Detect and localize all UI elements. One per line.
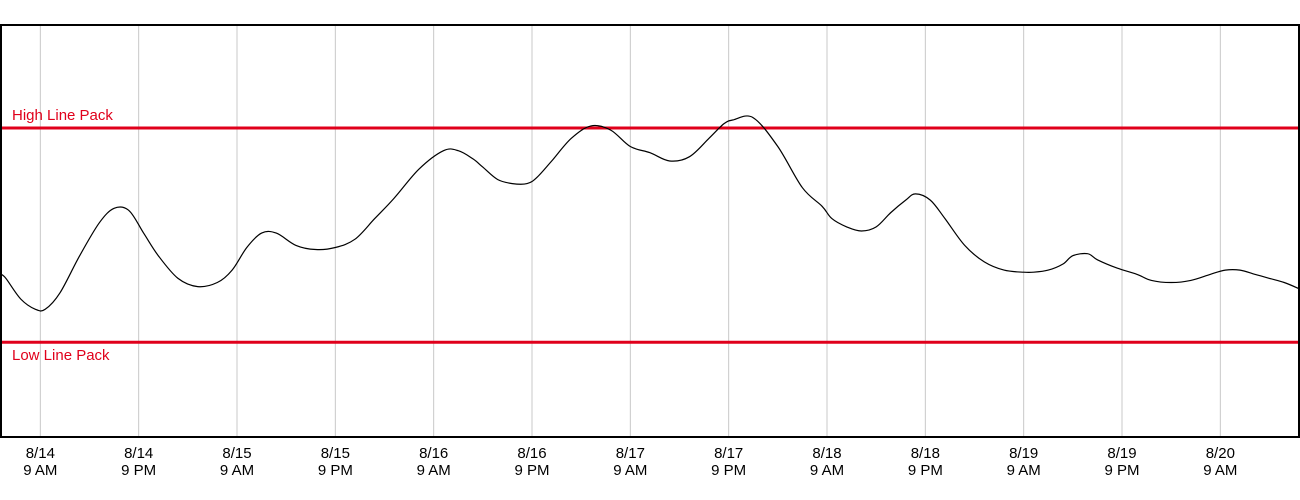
reference-label-0: High Line Pack: [12, 107, 113, 124]
x-axis-tick-labels: 8/149 AM8/149 PM8/159 AM8/159 PM8/169 AM…: [23, 445, 1237, 479]
x-tick-date-6: 8/17: [616, 445, 645, 462]
x-tick-time-10: 9 AM: [1007, 462, 1041, 479]
x-tick-time-12: 9 AM: [1203, 462, 1237, 479]
x-tick-time-6: 9 AM: [613, 462, 647, 479]
x-tick-date-12: 8/20: [1206, 445, 1235, 462]
x-tick-time-0: 9 AM: [23, 462, 57, 479]
x-tick-time-2: 9 AM: [220, 462, 254, 479]
x-tick-time-7: 9 PM: [711, 462, 746, 479]
series-lines: [0, 115, 1300, 312]
reference-lines: High Line Pack Low Line Pack: [1, 107, 1299, 364]
x-tick-time-5: 9 PM: [514, 462, 549, 479]
reference-label-1: Low Line Pack: [12, 347, 110, 364]
x-tick-date-10: 8/19: [1009, 445, 1038, 462]
x-tick-time-3: 9 PM: [318, 462, 353, 479]
x-tick-time-1: 9 PM: [121, 462, 156, 479]
x-tick-time-11: 9 PM: [1104, 462, 1139, 479]
x-tick-date-7: 8/17: [714, 445, 743, 462]
x-tick-date-0: 8/14: [26, 445, 55, 462]
x-tick-date-1: 8/14: [124, 445, 153, 462]
x-tick-time-4: 9 AM: [417, 462, 451, 479]
vertical-gridlines: [39, 25, 1221, 437]
x-tick-date-11: 8/19: [1107, 445, 1136, 462]
x-tick-date-9: 8/18: [911, 445, 940, 462]
x-tick-time-9: 9 PM: [908, 462, 943, 479]
x-tick-time-8: 9 AM: [810, 462, 844, 479]
plot-area-background: [1, 25, 1299, 437]
x-tick-date-3: 8/15: [321, 445, 350, 462]
series-line-0: [0, 115, 1300, 312]
x-tick-date-4: 8/16: [419, 445, 448, 462]
x-tick-date-5: 8/16: [517, 445, 546, 462]
x-tick-date-8: 8/18: [812, 445, 841, 462]
plot-frame: [0, 24, 1300, 438]
x-tick-date-2: 8/15: [222, 445, 251, 462]
